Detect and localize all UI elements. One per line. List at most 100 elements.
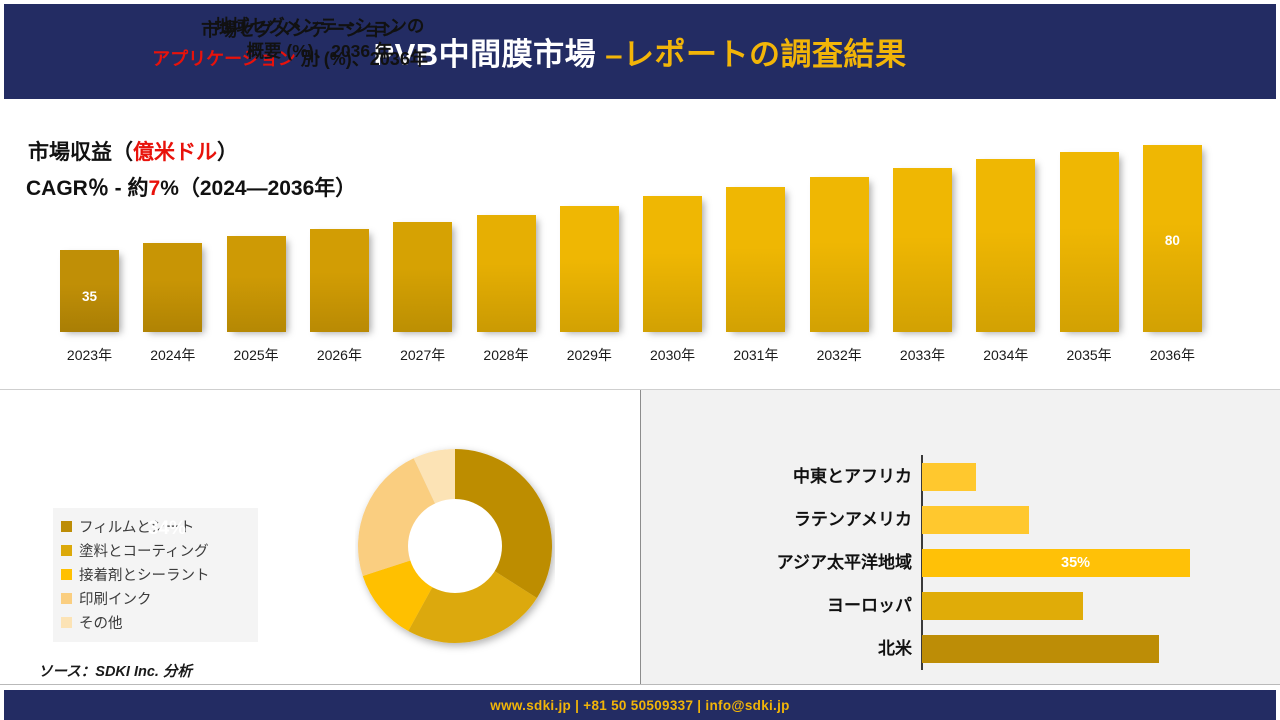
bar-column: 2035年	[1059, 152, 1119, 363]
section-divider-bottom	[0, 684, 1280, 685]
section-divider-top	[0, 389, 1280, 390]
legend-label: フィルムとシート	[79, 519, 195, 536]
cagr-subtitle: CAGR％ - 約7%（2024―2036年）	[26, 172, 356, 202]
regional-bar-row: 中東とアフリカ	[793, 463, 976, 491]
bar-column: 2030年	[643, 196, 703, 363]
bar-column: 2024年	[143, 243, 203, 363]
bar-category-label: 2025年	[233, 347, 279, 363]
application-donut-chart	[355, 428, 555, 664]
bar-category-label: 2030年	[650, 347, 696, 363]
regional-bar-row: 北米	[878, 635, 1159, 663]
legend-item[interactable]: 接着剤とシーラント	[61, 562, 250, 586]
donut-callout-label: 34%	[148, 518, 187, 539]
revenue-subtitle-a: 市場収益（	[28, 141, 133, 164]
cagr-subtitle-c: %（2024―2036年）	[160, 177, 357, 200]
bar-category-label: 2036年	[1149, 347, 1195, 363]
page-title-main: PVB中間膜市場	[373, 37, 606, 72]
regional-title-line1: 地域セグメンテーションの	[214, 16, 425, 36]
bar-column: 2026年	[309, 229, 369, 363]
legend-label: その他	[79, 615, 123, 632]
legend-item[interactable]: 塗料とコーティング	[61, 538, 250, 562]
bar	[643, 196, 703, 332]
bar-category-label: 2032年	[816, 347, 862, 363]
bar-category-label: 2023年	[66, 347, 113, 363]
donut-svg	[358, 449, 552, 643]
regional-value-label: 35%	[1061, 555, 1091, 571]
bar-column: 2025年	[226, 236, 286, 363]
regional-bar-row: ヨーロッパ	[827, 592, 1083, 620]
legend-item[interactable]: 印刷インク	[61, 586, 250, 610]
revenue-subtitle-unit: 億米ドル	[133, 141, 217, 164]
bar-column: 80 2036年	[1142, 145, 1202, 363]
bar	[1059, 152, 1119, 332]
regional-bar-row: アジア太平洋地域 35%	[777, 549, 1190, 577]
regional-category-label: 中東とアフリカ	[793, 467, 912, 486]
regional-category-label: 北米	[878, 639, 912, 658]
bar	[559, 206, 619, 332]
bar	[226, 236, 286, 332]
bar-category-label: 2029年	[566, 347, 612, 363]
legend-item[interactable]: フィルムとシート	[61, 514, 250, 538]
footer-banner: www.sdki.jp | +81 50 50509337 | info@sdk…	[4, 690, 1276, 720]
bar	[476, 215, 536, 332]
regional-category-label: ヨーロッパ	[827, 596, 912, 615]
bar-column: 2031年	[726, 187, 786, 363]
bar-column: 2032年	[809, 177, 869, 363]
bar-column: 2034年	[976, 159, 1036, 363]
regional-bar	[922, 592, 1083, 620]
regional-bar-row: ラテンアメリカ	[794, 506, 1029, 534]
footer-contact: www.sdki.jp | +81 50 50509337 | info@sdk…	[490, 697, 790, 713]
panel-divider	[640, 390, 641, 684]
legend-label: 接着剤とシーラント	[79, 567, 210, 584]
donut-slice[interactable]	[408, 546, 537, 643]
bar	[1142, 145, 1202, 332]
bar	[309, 229, 369, 332]
bar	[809, 177, 869, 332]
bar-column: 2033年	[893, 168, 952, 363]
bar-category-label: 2034年	[983, 347, 1029, 363]
regional-bar	[922, 463, 976, 491]
bar-category-label: 2024年	[150, 347, 196, 363]
segmentation-title-rest: 別 (%)、2036年	[300, 49, 428, 69]
regional-bar	[922, 506, 1029, 534]
page-title-sub: –レポートの調査結果	[605, 37, 907, 72]
legend-swatch-icon	[61, 592, 72, 604]
bar	[976, 159, 1036, 332]
regional-bar	[922, 549, 1190, 577]
bar-category-label: 2028年	[483, 347, 529, 363]
regional-category-label: アジア太平洋地域	[776, 553, 912, 572]
bar-category-label: 2035年	[1066, 347, 1112, 363]
bar-category-label: 2026年	[316, 347, 362, 363]
donut-legend: フィルムとシート塗料とコーティング接着剤とシーラント印刷インクその他	[53, 508, 258, 642]
regional-title-line2: 概要 (%)、2036 年	[246, 41, 393, 61]
legend-item[interactable]: その他	[61, 610, 250, 634]
cagr-subtitle-a: CAGR％ - 約	[26, 177, 149, 200]
bar	[393, 222, 453, 332]
revenue-bar-chart: 35 2023年 2024年 2025年 2026年 2027年 2028年 2029年 203…	[0, 145, 1280, 375]
donut-hole	[408, 499, 502, 593]
regional-category-label: ラテンアメリカ	[793, 510, 912, 529]
revenue-subtitle: 市場収益（億米ドル）	[28, 136, 238, 166]
bar-column: 2028年	[476, 215, 536, 363]
bar-value-label: 80	[1164, 233, 1180, 248]
regional-bar	[922, 635, 1159, 663]
legend-swatch-icon	[61, 568, 72, 580]
bar-value-label: 35	[81, 289, 98, 304]
legend-swatch-icon	[61, 520, 72, 532]
bar-column: 2027年	[393, 222, 453, 363]
regional-title: 地域セグメンテーションの 概要 (%)、2036 年	[0, 14, 639, 64]
bar	[143, 243, 203, 332]
bar-column: 2029年	[559, 206, 619, 363]
page-title: PVB中間膜市場 –レポートの調査結果	[373, 29, 906, 74]
header-banner: PVB中間膜市場 –レポートの調査結果	[4, 4, 1276, 99]
segmentation-title-highlight: アプリケーション	[152, 49, 296, 69]
regional-bar-chart: 中東とアフリカ ラテンアメリカアジア太平洋地域 35% ヨーロッパ北米	[777, 455, 1222, 670]
segmentation-title-line1: 市場セグメンテーション	[201, 20, 399, 40]
bar	[726, 187, 786, 332]
bar-category-label: 2031年	[733, 347, 779, 363]
bar-column: 35 2023年	[60, 250, 119, 363]
cagr-value: 7	[148, 177, 161, 200]
bar	[893, 168, 952, 332]
legend-swatch-icon	[61, 616, 72, 628]
